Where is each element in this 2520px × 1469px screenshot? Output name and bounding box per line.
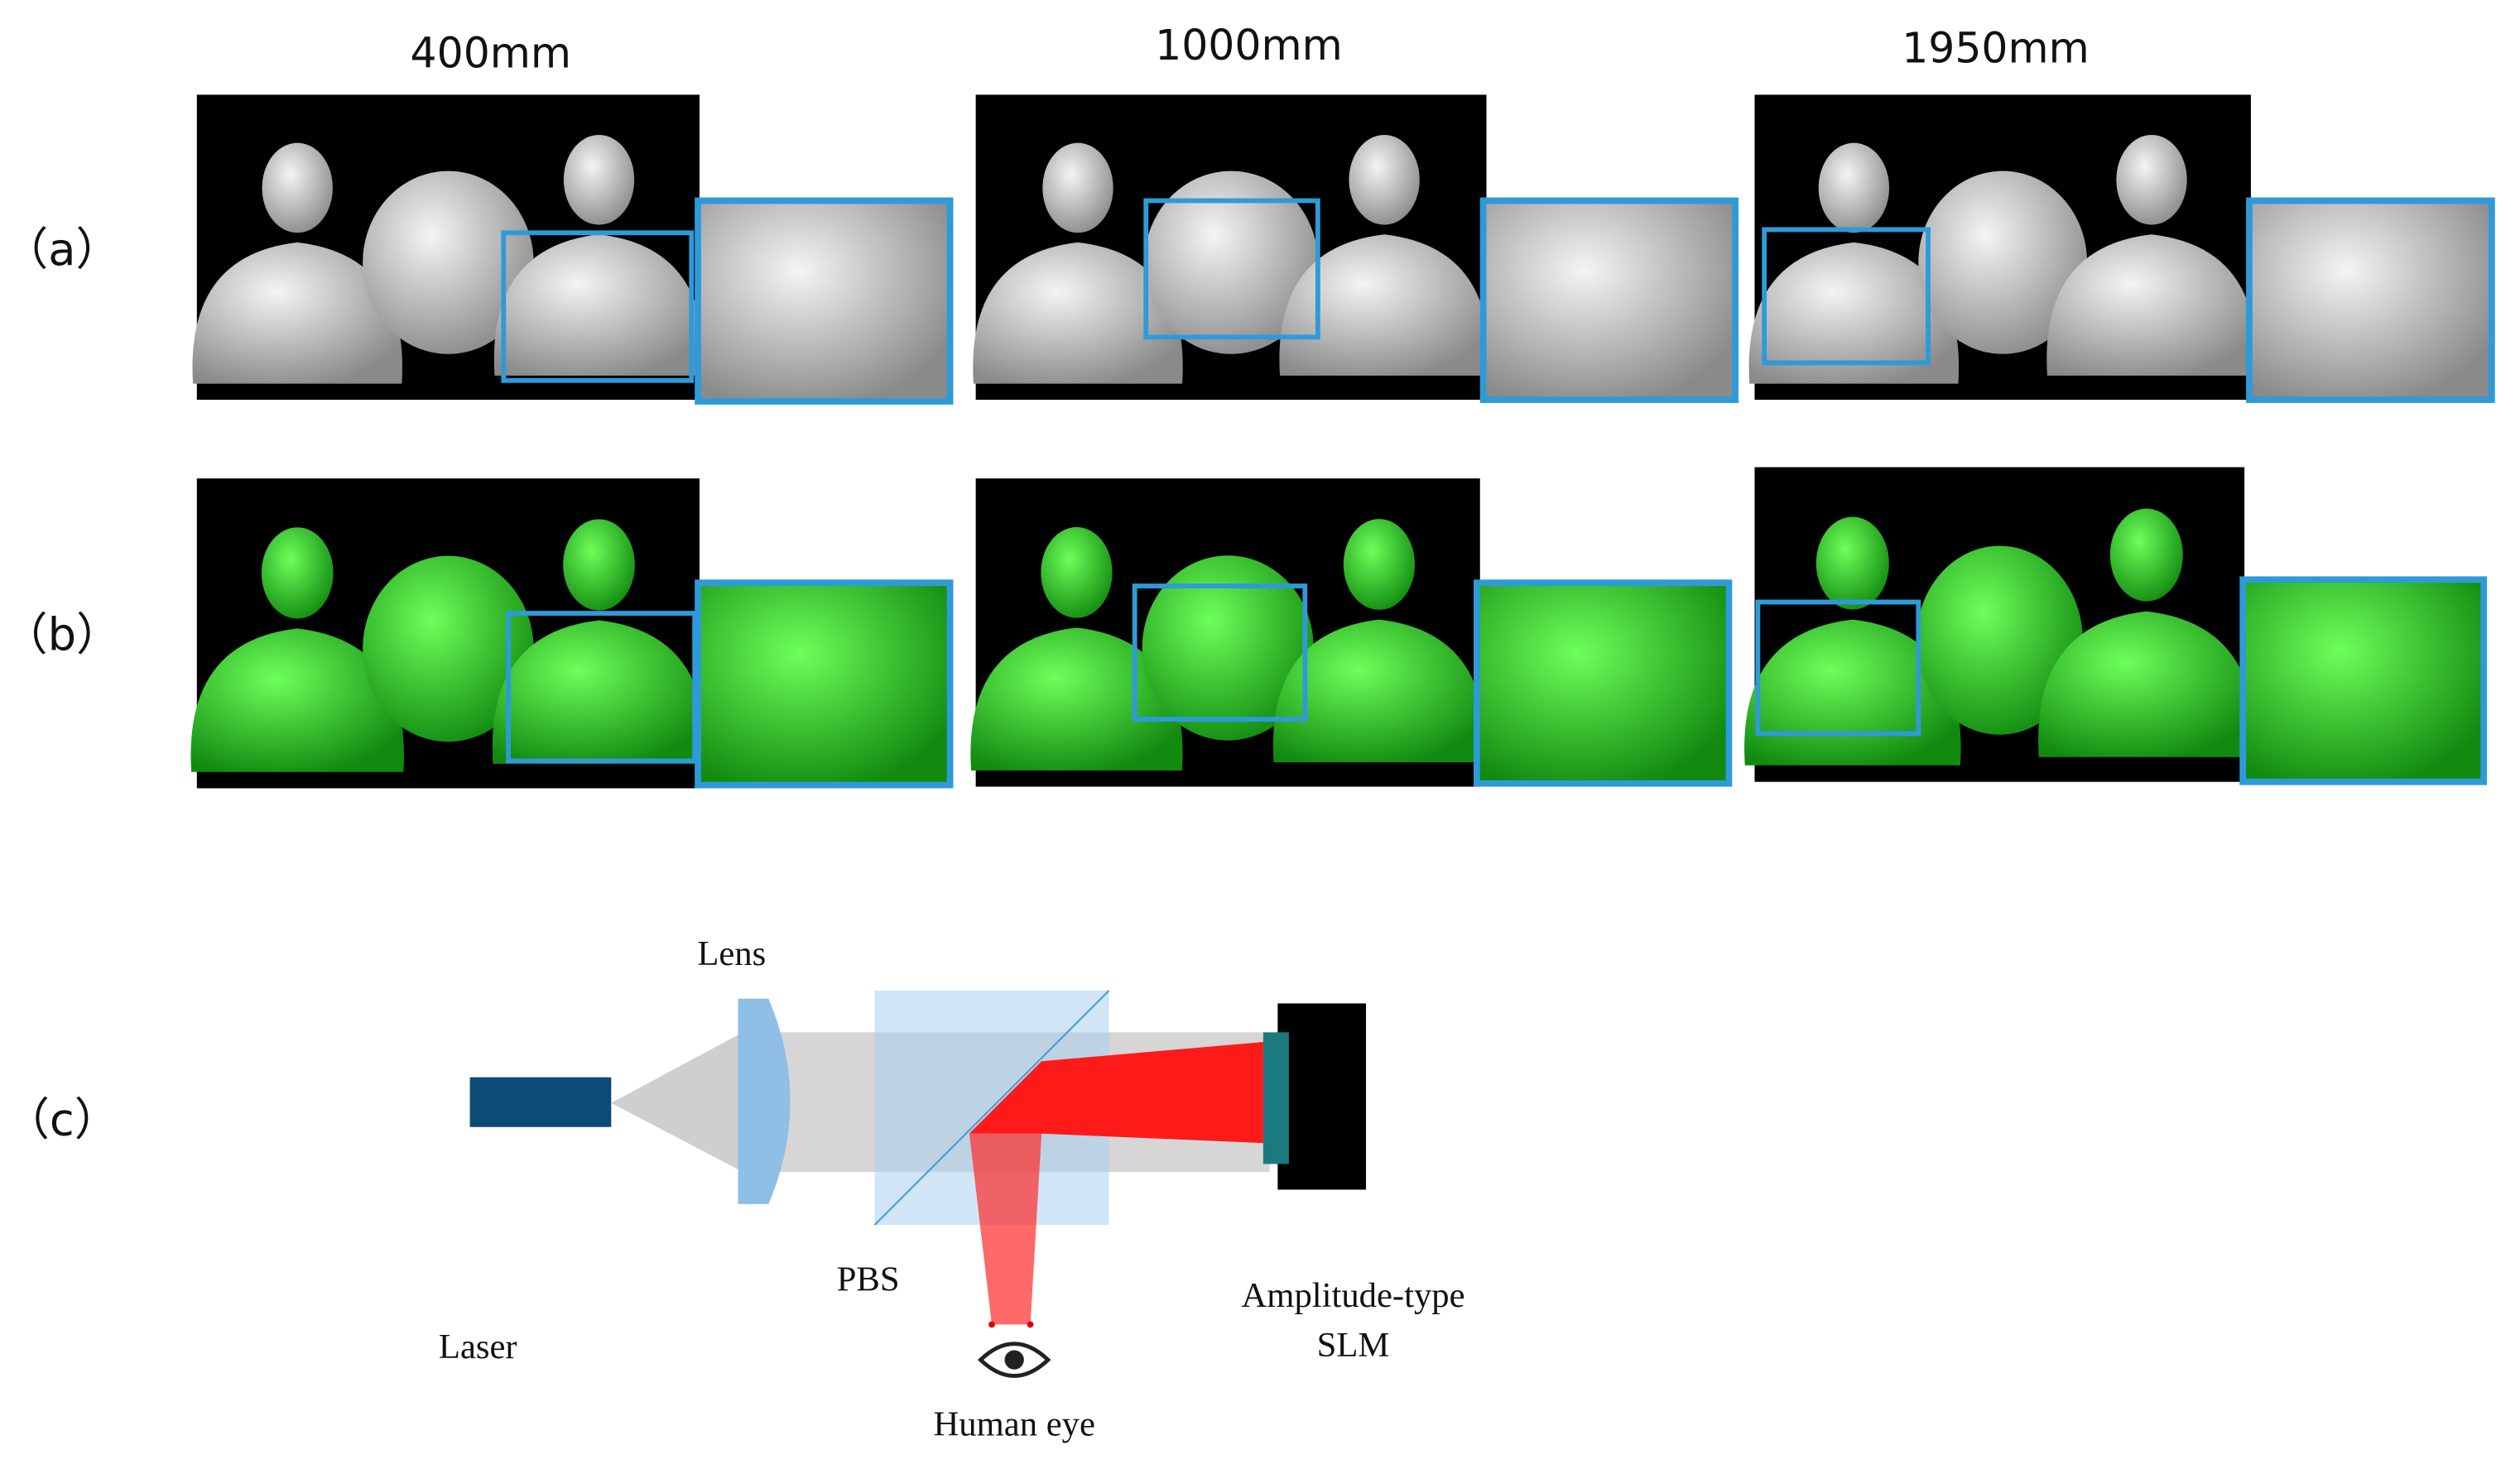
bust-body: [1279, 234, 1489, 376]
bust-head: [563, 134, 635, 225]
row-label: （b）: [2, 609, 121, 661]
relief: [1144, 170, 1318, 354]
slm: [1277, 1003, 1367, 1190]
bust-body: [192, 242, 402, 384]
diagram-label: SLM: [1317, 1326, 1390, 1365]
bust-body: [2046, 234, 2257, 376]
bust-head: [1343, 519, 1416, 610]
row-label: （c）: [5, 1094, 119, 1146]
bust-head: [2116, 134, 2187, 225]
relief: [1916, 545, 2083, 735]
diagram-label: Laser: [439, 1327, 517, 1366]
slm-surface: [1262, 1032, 1289, 1164]
relief: [363, 555, 534, 742]
reflected-beam: [969, 1041, 1263, 1144]
eye-pupil: [1004, 1350, 1024, 1370]
bust-body: [492, 620, 706, 764]
eye-icon: [977, 1342, 1051, 1378]
lens: [738, 998, 791, 1204]
bust-head: [1818, 142, 1890, 233]
focus-point: [988, 1321, 995, 1328]
zoom-view: [1476, 583, 1729, 784]
bust-head: [1041, 526, 1113, 618]
column-header: 1950mm: [1902, 24, 2090, 73]
zoom-view: [1483, 200, 1736, 401]
bust-head: [1042, 142, 1113, 233]
bust-head: [1349, 134, 1420, 225]
diagram-label: Lens: [697, 934, 766, 973]
eye-beam: [969, 1133, 1042, 1325]
zoom-view: [698, 200, 950, 401]
column-header: 1000mm: [1155, 21, 1343, 70]
column-header: 400mm: [411, 28, 571, 77]
zoom-view: [698, 583, 950, 785]
relief: [363, 170, 534, 354]
bust-head: [262, 142, 333, 233]
bust-head: [1815, 516, 1889, 610]
bust-body: [190, 628, 404, 772]
pbs-diagonal: [873, 990, 1110, 1226]
bust-body: [1272, 619, 1486, 763]
zoom-frame: [1479, 197, 1739, 403]
zoom-frame: [2239, 576, 2488, 785]
diagram-label: Amplitude-type: [1241, 1276, 1464, 1315]
bust-head: [2109, 508, 2183, 602]
beam-cone: [611, 1032, 743, 1173]
bust-body: [970, 627, 1183, 771]
bust-body: [1748, 242, 1960, 384]
zoom-box: [501, 230, 695, 383]
bust-body: [493, 234, 705, 376]
relief: [1142, 555, 1314, 741]
diagram-label: PBS: [837, 1260, 900, 1299]
zoom-frame: [695, 579, 954, 789]
row-label: （a）: [3, 223, 121, 276]
laser: [469, 1077, 612, 1127]
zoom-box: [1143, 198, 1320, 340]
zoom-box: [1132, 583, 1308, 722]
bust-body: [973, 242, 1183, 384]
zoom-frame: [2246, 197, 2495, 403]
zoom-view: [2243, 579, 2484, 782]
zoom-box: [1762, 227, 1931, 366]
bust-body: [2038, 611, 2255, 757]
bust-head: [261, 527, 334, 619]
bust-body: [1744, 619, 1961, 766]
zoom-view: [2248, 200, 2492, 401]
zoom-frame: [1474, 579, 1733, 787]
relief: [1918, 170, 2088, 354]
focus-point: [1027, 1321, 1034, 1328]
bust-head: [563, 519, 635, 611]
diagram-label: Human eye: [933, 1404, 1094, 1443]
zoom-frame: [695, 197, 954, 405]
optical-setup: [469, 990, 1367, 1378]
zoom-box: [1755, 599, 1921, 737]
